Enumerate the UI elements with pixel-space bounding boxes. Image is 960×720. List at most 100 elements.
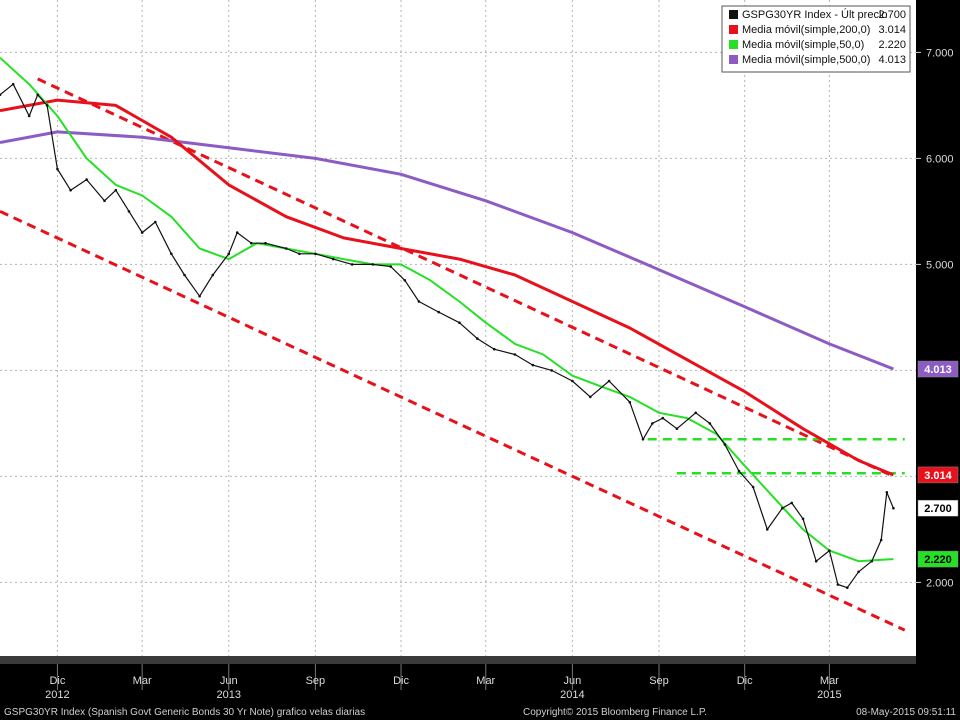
price-point — [298, 252, 301, 256]
price-point — [531, 363, 535, 367]
last-value-badge-text: 3.014 — [924, 470, 952, 482]
legend-label: Media móvil(simple,50,0) — [742, 39, 864, 51]
price-point — [588, 395, 592, 399]
price-point — [403, 279, 407, 282]
x-axis: Dic Mar Jun Sep Dic Mar Jun Sep Dic Mar 2012 2013 20… — [45, 664, 842, 701]
x-year-label: 2012 — [45, 689, 69, 701]
price-point — [641, 438, 645, 441]
last-value-badge — [917, 550, 959, 568]
y-tick-label: 2.000 — [926, 577, 954, 589]
price-point — [790, 501, 794, 505]
price-point — [284, 247, 288, 250]
price-point — [227, 252, 231, 256]
price-point — [417, 300, 421, 303]
last-value-badge-text: 2.220 — [924, 554, 952, 566]
price-point — [651, 422, 654, 425]
price-point — [607, 379, 611, 383]
price-point — [69, 188, 72, 192]
price-point — [11, 82, 15, 86]
x-tick-label: Mar — [820, 675, 839, 687]
x-year-label: 2014 — [560, 689, 584, 701]
price-point — [828, 549, 831, 552]
price-point — [389, 265, 392, 268]
price-point — [56, 167, 59, 171]
price-point — [675, 427, 679, 431]
legend-value: 3.014 — [878, 24, 906, 36]
price-point — [845, 586, 849, 589]
price-point — [694, 411, 698, 415]
price-point — [513, 353, 517, 356]
price-point — [723, 443, 727, 446]
last-value-badge-text: 4.013 — [924, 364, 952, 376]
x-year-label: 2013 — [217, 689, 241, 701]
price-point — [85, 178, 88, 181]
last-value-badge — [917, 499, 959, 517]
price-point — [708, 422, 712, 425]
last-value-badge — [917, 466, 959, 484]
y-tick-label: 5.000 — [926, 259, 954, 271]
legend-value: 2.220 — [878, 39, 906, 51]
price-point — [198, 294, 201, 298]
price-point — [437, 310, 441, 314]
price-point — [0, 93, 2, 97]
price-point — [492, 347, 496, 351]
price-point — [114, 188, 118, 192]
price-point — [170, 252, 173, 256]
price-point — [45, 104, 49, 107]
price-point — [103, 199, 106, 203]
price-point — [628, 400, 632, 404]
price-point — [331, 257, 335, 261]
price-point — [140, 231, 144, 234]
x-year-label: 2015 — [817, 689, 841, 701]
price-point — [550, 369, 553, 372]
price-point — [211, 273, 215, 277]
price-point — [27, 114, 31, 118]
price-point — [183, 273, 186, 277]
price-point — [371, 263, 375, 266]
price-point — [765, 528, 769, 531]
price-point — [870, 559, 874, 563]
price-point — [350, 263, 354, 266]
y-tick-label: 7.000 — [926, 47, 954, 59]
price-point — [892, 506, 895, 510]
price-point — [751, 485, 755, 489]
price-point — [264, 241, 267, 245]
series-layer — [0, 56, 906, 632]
price-point — [314, 252, 317, 256]
y-axis: 7.000 6.000 5.000 2.000 — [916, 47, 954, 589]
price-point — [475, 337, 479, 340]
price-point — [801, 517, 805, 521]
price-point — [781, 506, 784, 510]
price-point — [661, 416, 665, 420]
price-point — [879, 538, 883, 542]
footer-center: Copyright© 2015 Bloomberg Finance L.P. — [523, 707, 707, 718]
last-value-badge-text: 2.700 — [924, 503, 952, 515]
ma50-series — [0, 56, 894, 563]
pane-separator — [0, 656, 916, 664]
legend-swatch — [729, 25, 738, 34]
legend-label: Media móvil(simple,500,0) — [742, 54, 870, 66]
last-value-labels: 4.013 3.014 2.700 2.220 — [917, 360, 959, 568]
x-tick-label: Dic — [49, 675, 65, 687]
price-point — [814, 559, 818, 563]
trend-line-lower-trend — [0, 210, 906, 632]
plot-area — [0, 0, 916, 664]
x-tick-label: Sep — [649, 675, 669, 687]
ma200-series — [0, 98, 894, 477]
price-point — [127, 210, 131, 213]
x-tick-label: Jun — [220, 675, 238, 687]
legend-box — [721, 5, 911, 73]
footer-left: GSPG30YR Index (Spanish Govt Generic Bon… — [4, 707, 365, 718]
price-point — [885, 491, 889, 494]
ma500-series — [0, 130, 894, 371]
footer-right: 08-May-2015 09:51:11 — [856, 707, 956, 718]
price-point — [571, 379, 574, 383]
price-point — [154, 220, 157, 224]
legend-value: 4.013 — [878, 54, 906, 66]
last-value-badge — [917, 360, 959, 378]
price-point — [235, 231, 239, 234]
